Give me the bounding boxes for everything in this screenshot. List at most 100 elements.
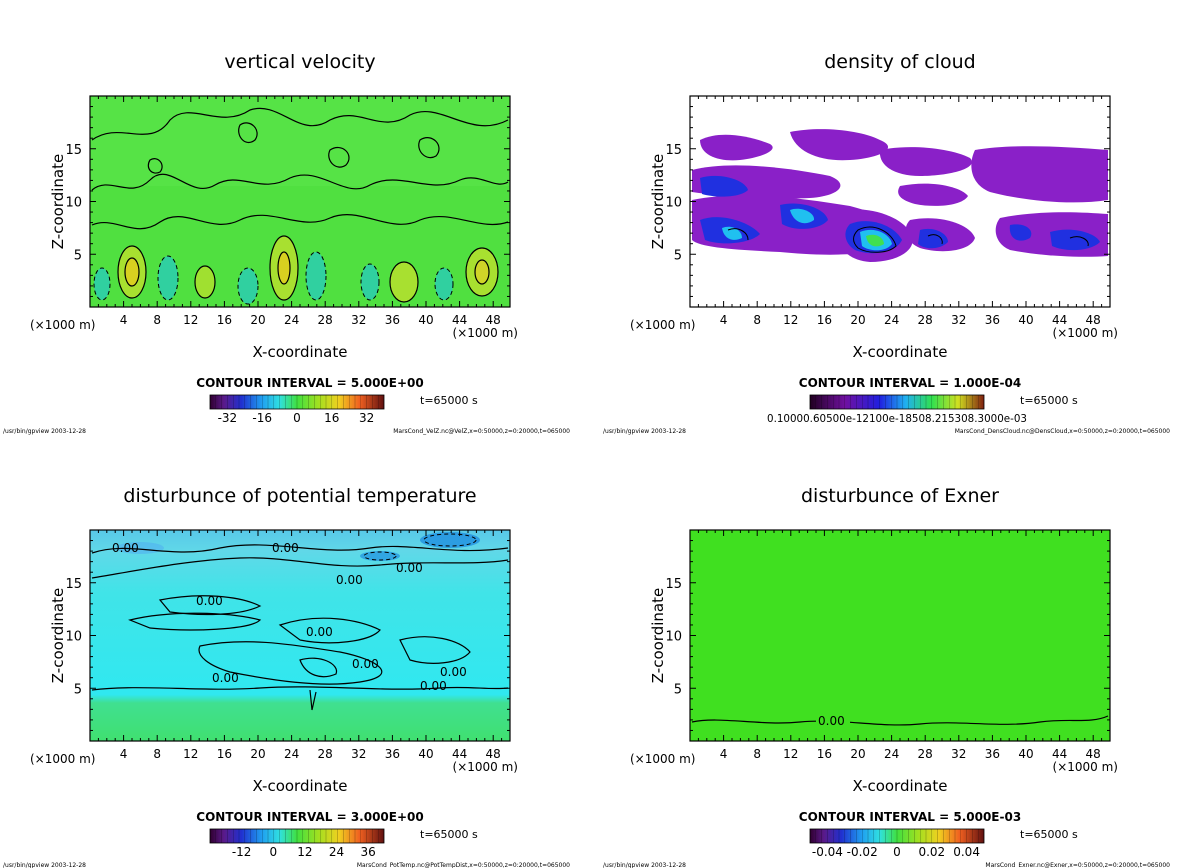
y-tick-label: 5 [74,248,82,263]
x-tick-label: 28 [918,313,933,327]
x-tick-label: 40 [418,313,433,327]
panel-density-of-cloud [689,95,1111,308]
colorbar-tick-label: 12 [297,845,312,859]
x-tick-label: 36 [385,747,400,761]
colorbar-tick-label: 0 [269,845,277,859]
x-tick-label: 48 [1086,747,1101,761]
x-tick-label: 12 [783,747,798,761]
x-unit-label-right: (×1000 m) [453,326,518,340]
y-tick-label: 10 [65,196,82,211]
x-tick-label: 48 [1086,313,1101,327]
cloud-field [690,96,1110,307]
chart-title: density of cloud [824,51,976,73]
x-tick-label: 44 [452,313,467,327]
colorbar-tick-label: -16 [252,411,272,425]
y-tick-label: 15 [665,577,682,592]
x-axis-label: X-coordinate [853,343,948,361]
contour-label: 0.00 [396,561,423,575]
x-tick-label: 12 [183,313,198,327]
x-unit-label-left: (×1000 m) [30,752,95,766]
x-tick-label: 44 [1052,747,1067,761]
x-tick-label: 48 [486,313,501,327]
x-axis-label: X-coordinate [853,777,948,795]
footer-right: MarsCond_DensCloud.nc@DensCloud,x=0:5000… [955,428,1170,435]
colorbar-tick-label: 0.10000.60500e-12100e-18508.215308.3000e… [767,412,1027,425]
x-tick-label: 16 [817,313,832,327]
x-tick-label: 28 [318,313,333,327]
velocity-field [90,96,510,307]
x-tick-label: 4 [720,747,728,761]
x-tick-label: 8 [153,747,161,761]
x-axis-label: X-coordinate [253,777,348,795]
x-unit-label-right: (×1000 m) [1053,326,1118,340]
x-tick-label: 48 [486,747,501,761]
colorbar-tick-label: 0.04 [953,845,980,859]
x-unit-label-right: (×1000 m) [453,760,518,774]
contour-label: 0.00 [420,679,447,693]
contour-label: 0.00 [352,657,379,671]
contour-interval-label: CONTOUR INTERVAL = 3.000E+00 [196,810,423,824]
exner-field: 0.00 [690,530,1110,741]
footer-right: MarsCond_Exner.nc@Exner,x=0:50000,z=0:20… [985,862,1170,868]
y-tick-label: 5 [674,682,682,697]
x-tick-label: 36 [985,313,1000,327]
contour-label: 0.00 [212,671,239,685]
footer-left: /usr/bin/gpview 2003-12-28 [603,428,686,435]
colorbar-tick-label: -0.02 [847,845,878,859]
time-label: t=65000 s [1020,828,1078,841]
contour-label: 0.00 [306,625,333,639]
time-label: t=65000 s [420,394,478,407]
colorbar-tick-label: -32 [218,411,238,425]
colorbar-tick-label: 24 [329,845,344,859]
colorbar-tick-label: 0 [893,845,901,859]
y-axis-label: Z-coordinate [649,154,667,249]
contour-label: 0.00 [440,665,467,679]
contour-label: 0.00 [818,714,845,728]
y-tick-label: 10 [65,630,82,645]
panel-exner: 0.00 [689,529,1111,742]
x-tick-label: 4 [120,747,128,761]
x-tick-label: 8 [153,313,161,327]
x-unit-label-left: (×1000 m) [30,318,95,332]
panel-potential-temperature: 0.00 0.00 0.00 0.00 0.00 0.00 0.00 0.00 … [89,529,511,742]
chart-title: disturbunce of Exner [801,485,999,507]
x-tick-label: 16 [817,747,832,761]
x-tick-label: 24 [284,313,299,327]
x-axis-label: X-coordinate [253,343,348,361]
x-tick-label: 12 [783,313,798,327]
x-tick-label: 4 [720,313,728,327]
x-tick-label: 20 [850,747,865,761]
contour-label: 0.00 [272,541,299,555]
footer-left: /usr/bin/gpview 2003-12-28 [3,862,86,868]
y-tick-label: 15 [65,577,82,592]
colorbar-tick-label: -0.04 [812,845,843,859]
x-tick-label: 36 [985,747,1000,761]
y-tick-label: 10 [665,630,682,645]
y-tick-label: 5 [674,248,682,263]
x-tick-label: 32 [951,313,966,327]
x-tick-label: 20 [250,313,265,327]
theta-field: 0.00 0.00 0.00 0.00 0.00 0.00 0.00 0.00 … [90,530,510,741]
y-tick-label: 10 [665,196,682,211]
x-tick-label: 32 [951,747,966,761]
x-tick-label: 8 [753,313,761,327]
x-tick-label: 8 [753,747,761,761]
y-axis-label: Z-coordinate [649,588,667,683]
colorbar-tick-label: 0.02 [918,845,945,859]
footer-right: MarsCond_PotTemp.nc@PotTempDist,x=0:5000… [357,862,570,868]
x-tick-label: 44 [452,747,467,761]
colorbar-tick-label: 36 [361,845,376,859]
colorbar-tick-label: 32 [359,411,374,425]
y-axis-label: Z-coordinate [49,154,67,249]
y-axis-label: Z-coordinate [49,588,67,683]
x-tick-label: 4 [120,313,128,327]
colorbar-tick-label: -12 [232,845,252,859]
colorbar-tick-label: 0 [293,411,301,425]
y-tick-label: 15 [65,143,82,158]
x-tick-label: 24 [884,313,899,327]
